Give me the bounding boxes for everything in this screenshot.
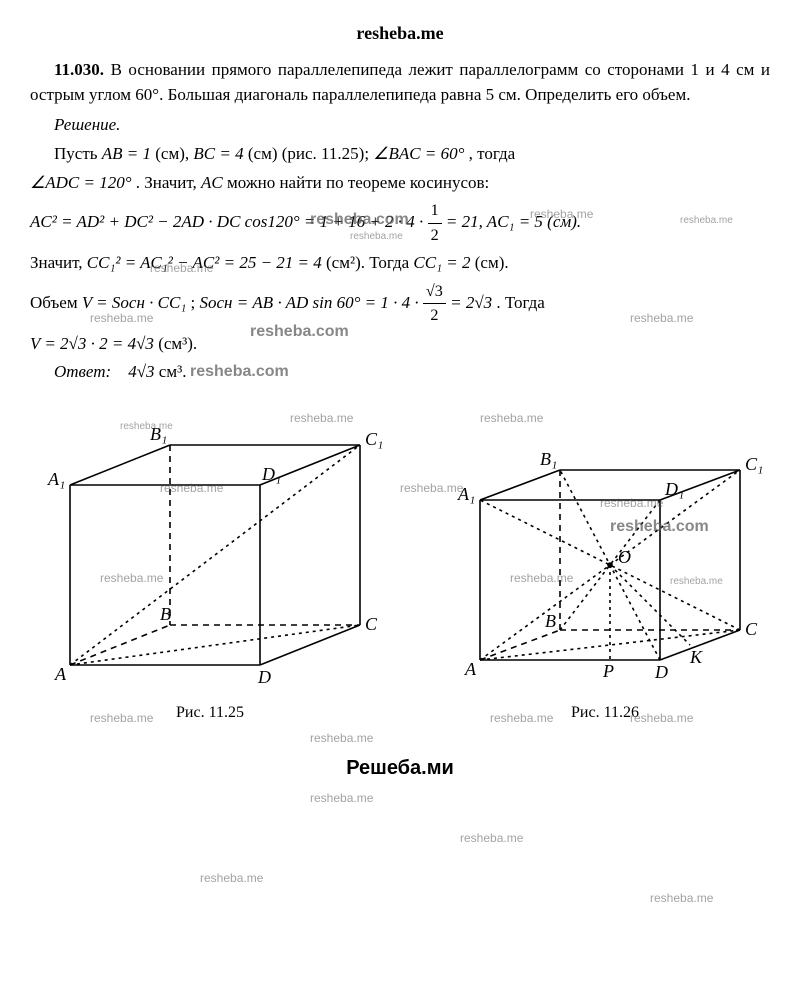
- solution-line-5: Объем V = Sосн · CC₁ ; Sосн = AB · AD si…: [30, 280, 770, 328]
- svg-text:D: D: [257, 667, 271, 687]
- svg-text:A₁: A₁: [47, 469, 65, 489]
- svg-text:P: P: [602, 661, 614, 681]
- svg-text:C: C: [745, 619, 758, 639]
- site-header: resheba.me: [30, 20, 770, 46]
- svg-text:B₁: B₁: [150, 424, 167, 444]
- svg-text:A₁: A₁: [457, 484, 475, 504]
- solution-line-3: AC² = AD² + DC² − 2AD · DC cos120° = 1 +…: [30, 199, 770, 247]
- parallelepiped-diagram-1: A B C D A₁ B₁ C₁ D₁: [30, 405, 390, 695]
- page: resheba.me 11.030. В основании прямого п…: [30, 20, 770, 783]
- svg-text:K: K: [689, 647, 703, 667]
- svg-text:B: B: [545, 611, 556, 631]
- fraction-sqrt3: √3 2: [423, 280, 446, 328]
- svg-text:D₁: D₁: [664, 479, 684, 499]
- footer: Решеба.ми: [30, 754, 770, 783]
- svg-text:A: A: [464, 659, 477, 679]
- fig2-caption: Рис. 11.26: [440, 701, 770, 724]
- problem-number: 11.030.: [54, 60, 104, 79]
- solution-line-4: Значит, CC₁² = AC₁² − AC² = 25 − 21 = 4 …: [30, 251, 770, 276]
- svg-text:D: D: [654, 662, 668, 682]
- figure-2: A B C D A₁ B₁ C₁ D₁ O P K Рис. 11.26: [440, 405, 770, 724]
- solution-line-6: V = 2√3 · 2 = 4√3 (см³).: [30, 332, 770, 357]
- svg-text:B: B: [160, 604, 171, 624]
- svg-text:O: O: [618, 547, 631, 567]
- fraction-half: 1 2: [428, 199, 442, 247]
- problem-statement: 11.030. В основании прямого параллелепип…: [30, 58, 770, 107]
- fig1-caption: Рис. 11.25: [30, 701, 390, 724]
- parallelepiped-diagram-2: A B C D A₁ B₁ C₁ D₁ O P K: [440, 405, 770, 695]
- figure-1: A B C D A₁ B₁ C₁ D₁ Рис. 11.25: [30, 405, 390, 724]
- problem-text: В основании прямого параллелепипеда лежи…: [30, 60, 770, 104]
- svg-text:D₁: D₁: [261, 464, 281, 484]
- figures-row: A B C D A₁ B₁ C₁ D₁ Рис. 11.25: [30, 405, 770, 724]
- svg-text:C₁: C₁: [745, 454, 763, 474]
- svg-text:A: A: [54, 664, 67, 684]
- solution-line-2: ∠ADC = 120° . Значит, AC можно найти по …: [30, 171, 770, 196]
- svg-text:B₁: B₁: [540, 449, 557, 469]
- solution-label: Решение.: [30, 113, 770, 138]
- solution-line-1: Пусть AB = 1 (см), BC = 4 (см) (рис. 11.…: [30, 142, 770, 167]
- svg-text:C: C: [365, 614, 378, 634]
- svg-text:C₁: C₁: [365, 429, 383, 449]
- answer-line: Ответ: 4√3 см³.: [30, 360, 770, 385]
